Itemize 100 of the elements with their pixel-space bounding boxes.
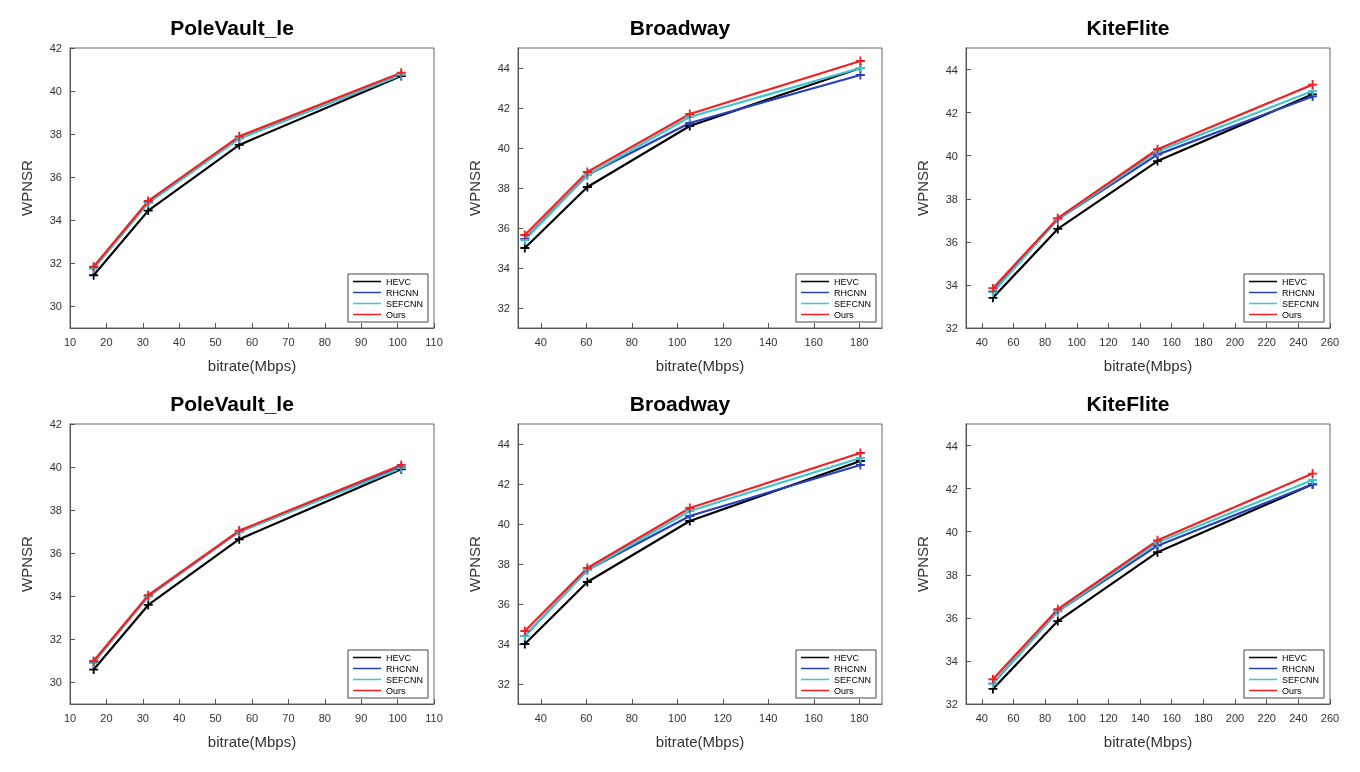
x-tick-label: 180 bbox=[1194, 335, 1213, 348]
legend-label: HEVC bbox=[834, 652, 860, 663]
y-tick-label: 36 bbox=[497, 222, 510, 234]
y-tick-label: 32 bbox=[49, 633, 62, 646]
x-tick-label: 50 bbox=[209, 335, 222, 348]
y-tick-label: 40 bbox=[49, 461, 62, 474]
x-tick-label: 180 bbox=[1194, 711, 1213, 724]
y-tick-label: 40 bbox=[49, 85, 62, 98]
y-tick-label: 34 bbox=[497, 262, 510, 274]
y-tick-label: 40 bbox=[945, 149, 958, 162]
legend-label: RHCNN bbox=[834, 287, 867, 298]
legend-label: SEFCNN bbox=[1282, 298, 1320, 309]
legend-label: SEFCNN bbox=[834, 298, 872, 309]
legend-label: Ours bbox=[834, 685, 854, 696]
y-tick-label: 34 bbox=[49, 214, 62, 227]
x-tick-label: 40 bbox=[173, 711, 186, 724]
y-tick-label: 32 bbox=[49, 257, 62, 270]
x-tick-label: 140 bbox=[759, 335, 778, 348]
x-tick-label: 90 bbox=[355, 711, 368, 724]
legend-label: Ours bbox=[386, 685, 406, 696]
legend-label: HEVC bbox=[834, 276, 860, 287]
y-axis-title: WPNSR bbox=[466, 159, 483, 216]
x-tick-label: 260 bbox=[1320, 335, 1340, 348]
x-tick-label: 30 bbox=[136, 711, 149, 724]
x-tick-label: 40 bbox=[534, 711, 547, 724]
x-tick-label: 90 bbox=[355, 335, 368, 348]
chart-title: KiteFlite bbox=[1086, 16, 1170, 39]
y-tick-label: 40 bbox=[497, 518, 510, 530]
legend-label: SEFCNN bbox=[834, 674, 872, 685]
y-axis-title: WPNSR bbox=[466, 535, 483, 592]
x-tick-label: 40 bbox=[534, 335, 547, 348]
legend-label: RHCNN bbox=[834, 663, 867, 674]
legend-label: HEVC bbox=[1282, 276, 1308, 287]
y-tick-label: 42 bbox=[497, 478, 510, 490]
x-tick-label: 200 bbox=[1225, 711, 1245, 724]
y-tick-label: 44 bbox=[497, 62, 510, 74]
y-tick-label: 34 bbox=[945, 654, 958, 667]
x-tick-label: 50 bbox=[209, 711, 222, 724]
x-tick-label: 60 bbox=[580, 335, 593, 348]
x-tick-label: 140 bbox=[1130, 711, 1150, 724]
y-axis-title: WPNSR bbox=[914, 159, 931, 216]
x-tick-label: 120 bbox=[1099, 711, 1118, 724]
x-tick-label: 20 bbox=[100, 335, 113, 348]
y-tick-label: 38 bbox=[945, 568, 958, 581]
y-tick-label: 30 bbox=[49, 300, 62, 313]
x-tick-label: 110 bbox=[425, 711, 443, 724]
x-tick-label: 100 bbox=[668, 335, 687, 348]
x-tick-label: 140 bbox=[759, 711, 778, 724]
legend-label: Ours bbox=[1282, 685, 1302, 696]
x-tick-label: 120 bbox=[713, 335, 732, 348]
legend-label: HEVC bbox=[386, 276, 412, 287]
x-axis-title: bitrate(Mbps) bbox=[655, 733, 745, 750]
x-axis-title: bitrate(Mbps) bbox=[1103, 357, 1193, 374]
x-tick-label: 240 bbox=[1289, 711, 1308, 724]
y-tick-label: 36 bbox=[945, 611, 958, 624]
x-tick-label: 180 bbox=[850, 335, 869, 348]
legend-label: HEVC bbox=[1282, 652, 1308, 663]
y-tick-label: 34 bbox=[945, 278, 958, 291]
x-tick-label: 100 bbox=[1067, 335, 1086, 348]
legend-label: SEFCNN bbox=[386, 674, 424, 685]
y-tick-label: 38 bbox=[497, 182, 510, 194]
legend-label: RHCNN bbox=[1282, 287, 1315, 298]
x-tick-label: 60 bbox=[245, 335, 259, 348]
x-tick-label: 80 bbox=[1039, 711, 1052, 724]
y-tick-label: 36 bbox=[49, 547, 62, 560]
x-tick-label: 40 bbox=[975, 711, 988, 724]
chart-title: PoleVault_le bbox=[170, 392, 294, 415]
x-tick-label: 140 bbox=[1130, 335, 1150, 348]
chart-title: Broadway bbox=[629, 392, 731, 415]
x-tick-label: 70 bbox=[282, 335, 295, 348]
y-tick-label: 44 bbox=[945, 439, 958, 452]
x-tick-label: 200 bbox=[1225, 335, 1245, 348]
x-tick-label: 100 bbox=[668, 711, 687, 724]
chart-title: KiteFlite bbox=[1086, 392, 1170, 415]
x-tick-label: 100 bbox=[388, 335, 407, 348]
y-tick-label: 36 bbox=[497, 598, 510, 610]
x-tick-label: 60 bbox=[245, 711, 259, 724]
x-axis-title: bitrate(Mbps) bbox=[207, 733, 297, 750]
x-tick-label: 160 bbox=[1162, 711, 1181, 724]
x-tick-label: 80 bbox=[1039, 335, 1052, 348]
legend-label: HEVC bbox=[386, 652, 412, 663]
y-tick-label: 42 bbox=[945, 106, 958, 119]
x-tick-label: 120 bbox=[1099, 335, 1118, 348]
x-axis-title: bitrate(Mbps) bbox=[655, 357, 745, 374]
legend-label: Ours bbox=[386, 309, 406, 320]
x-tick-label: 80 bbox=[625, 335, 638, 348]
legend-label: RHCNN bbox=[386, 287, 419, 298]
y-tick-label: 42 bbox=[945, 482, 958, 495]
y-axis-title: WPNSR bbox=[18, 535, 35, 592]
y-tick-label: 42 bbox=[49, 418, 62, 430]
y-tick-label: 42 bbox=[49, 42, 62, 54]
y-tick-label: 36 bbox=[945, 235, 958, 248]
y-tick-label: 30 bbox=[49, 676, 62, 689]
chart-title: PoleVault_le bbox=[170, 16, 294, 39]
x-tick-label: 80 bbox=[625, 711, 638, 724]
legend-label: RHCNN bbox=[386, 663, 419, 674]
y-tick-label: 38 bbox=[49, 128, 62, 141]
x-tick-label: 60 bbox=[580, 711, 593, 724]
x-axis-title: bitrate(Mbps) bbox=[207, 357, 297, 374]
x-tick-label: 180 bbox=[850, 711, 869, 724]
